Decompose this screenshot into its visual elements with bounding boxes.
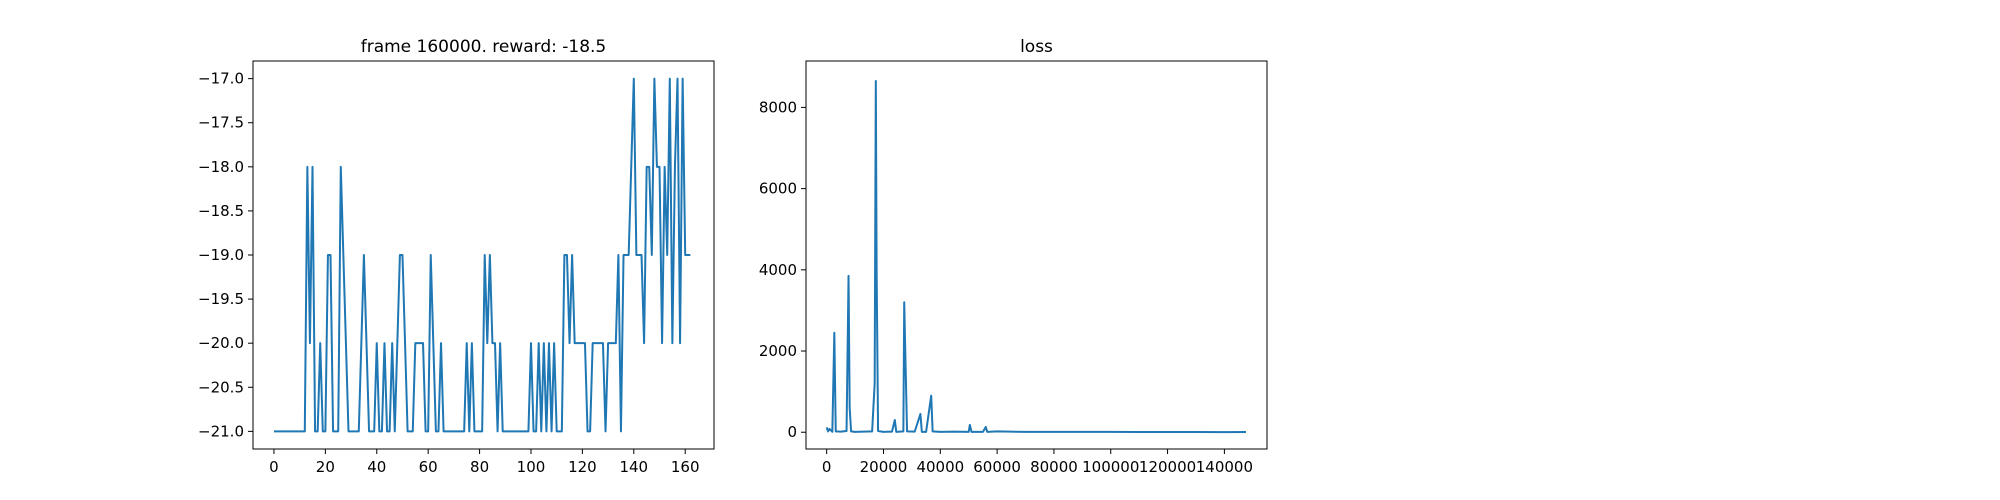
x-tick-label: 80000	[1030, 458, 1078, 476]
y-tick-label: −18.5	[198, 202, 244, 220]
chart-title: loss	[1020, 37, 1053, 57]
data-line	[273, 77, 691, 433]
x-tick-label: 120000	[1139, 458, 1196, 476]
y-tick-label: 2000	[759, 342, 797, 360]
y-tick-label: −17.0	[198, 70, 244, 88]
y-tick-label: 6000	[759, 180, 797, 198]
chart-title: frame 160000. reward: -18.5	[361, 37, 607, 57]
y-tick-label: −19.0	[198, 246, 244, 264]
y-tick-label: −17.5	[198, 114, 244, 132]
axes-frame	[252, 60, 715, 450]
x-tick-label: 40	[367, 458, 386, 476]
x-tick-label: 100000	[1082, 458, 1139, 476]
y-tick-label: −18.0	[198, 158, 244, 176]
x-tick-label: 0	[822, 458, 832, 476]
y-tick-label: 4000	[759, 261, 797, 279]
x-tick-label: 140	[619, 458, 648, 476]
x-tick-label: 60000	[973, 458, 1021, 476]
data-line	[825, 80, 1246, 434]
y-tick-label: −19.5	[198, 290, 244, 308]
x-tick-label: 160	[671, 458, 700, 476]
y-tick-label: −21.0	[198, 422, 244, 440]
y-tick-label: 8000	[759, 98, 797, 116]
x-tick-label: 20000	[860, 458, 908, 476]
x-tick-label: 0	[269, 458, 279, 476]
x-tick-label: 100	[517, 458, 546, 476]
x-tick-label: 40000	[916, 458, 964, 476]
x-tick-label: 80	[470, 458, 489, 476]
x-tick-label: 120	[568, 458, 597, 476]
y-tick-label: −20.5	[198, 378, 244, 396]
axes-frame	[805, 60, 1268, 450]
y-tick-label: 0	[787, 423, 797, 441]
x-tick-label: 60	[419, 458, 438, 476]
x-tick-label: 20	[316, 458, 335, 476]
y-tick-label: −20.0	[198, 334, 244, 352]
x-tick-label: 140000	[1196, 458, 1253, 476]
